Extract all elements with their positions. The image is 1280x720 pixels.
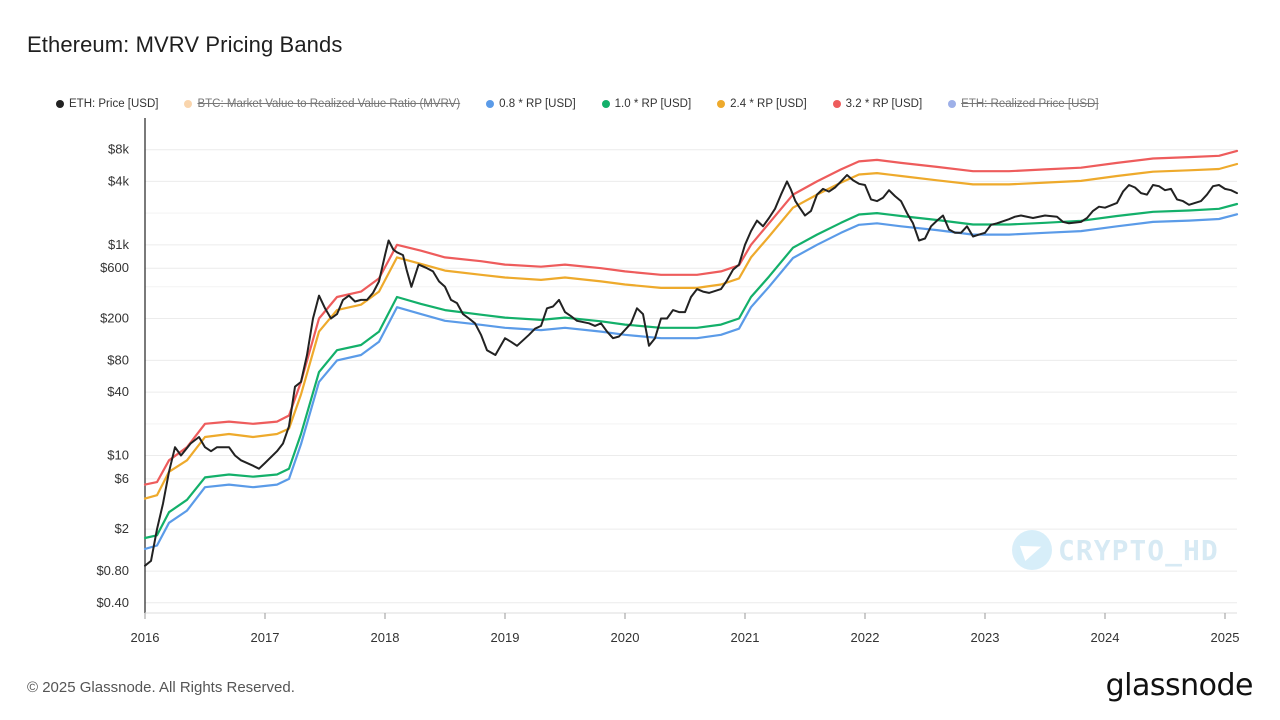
chart-title: Ethereum: MVRV Pricing Bands	[27, 32, 343, 57]
watermark-text: CRYPTO_HD	[1058, 533, 1219, 567]
legend-label: 0.8 * RP [USD]	[499, 98, 576, 110]
legend-dot-icon	[184, 100, 193, 108]
y-tick-label: $0.80	[96, 563, 129, 578]
legend-item[interactable]: 1.0 * RP [USD]	[601, 98, 692, 110]
x-tick-label: 2017	[251, 630, 280, 645]
legend-label: ETH: Price [USD]	[69, 98, 159, 110]
x-tick-label: 2021	[731, 630, 760, 645]
legend-label: 3.2 * RP [USD]	[845, 98, 923, 110]
watermark: CRYPTO_HD	[1012, 530, 1219, 570]
legend-label: ETH: Realized Price [USD]	[961, 98, 1099, 110]
y-tick-label: $40	[107, 384, 129, 399]
x-tick-label: 2018	[371, 630, 400, 645]
legend-label: BTC: Market Value to Realized Value Rati…	[197, 98, 461, 110]
y-tick-label: $600	[100, 260, 129, 275]
brand-logo: glassnode	[1105, 668, 1254, 703]
x-tick-label: 2022	[851, 630, 880, 645]
legend-dot-icon	[601, 100, 610, 108]
x-tick-label: 2016	[131, 630, 160, 645]
series-line-3	[143, 213, 1239, 550]
y-tick-label: $1k	[108, 237, 129, 252]
legend-item[interactable]: BTC: Market Value to Realized Value Rati…	[184, 98, 460, 110]
series-line-1	[143, 162, 1239, 500]
legend-label: 2.4 * RP [USD]	[730, 98, 807, 110]
x-tick-label: 2023	[971, 630, 1000, 645]
legend-item[interactable]: ETH: Realized Price [USD]	[948, 98, 1099, 110]
telegram-icon	[1012, 530, 1052, 570]
copyright-text: © 2025 Glassnode. All Rights Reserved.	[27, 679, 295, 696]
y-tick-label: $10	[107, 448, 129, 463]
legend-dot-icon	[832, 100, 841, 108]
y-tick-label: $2	[115, 521, 129, 536]
y-tick-label: $4k	[108, 173, 129, 188]
y-tick-label: $8k	[108, 142, 129, 157]
legend-item[interactable]: 2.4 * RP [USD]	[717, 98, 807, 110]
y-tick-label: $0.40	[96, 595, 129, 610]
legend-label: 1.0 * RP [USD]	[614, 98, 692, 110]
x-tick-label: 2025	[1211, 630, 1240, 645]
y-tick-label: $80	[107, 352, 129, 367]
x-tick-label: 2024	[1091, 630, 1120, 645]
series-line-0	[143, 149, 1239, 486]
x-tick-label: 2020	[611, 630, 640, 645]
legend-item[interactable]: ETH: Price [USD]	[56, 98, 158, 110]
legend-dot-icon	[486, 100, 495, 108]
legend: ETH: Price [USD] BTC: Market Value to Rea…	[56, 98, 1125, 110]
y-tick-label: $6	[115, 471, 129, 486]
legend-dot-icon	[717, 100, 726, 108]
legend-dot-icon	[948, 100, 957, 108]
legend-dot-icon	[56, 100, 64, 108]
series-line-4	[144, 174, 1238, 567]
legend-item[interactable]: 0.8 * RP [USD]	[486, 98, 576, 110]
y-tick-label: $200	[100, 310, 129, 325]
legend-item[interactable]: 3.2 * RP [USD]	[832, 98, 923, 110]
x-tick-label: 2019	[491, 630, 520, 645]
series-line-2	[143, 202, 1239, 540]
